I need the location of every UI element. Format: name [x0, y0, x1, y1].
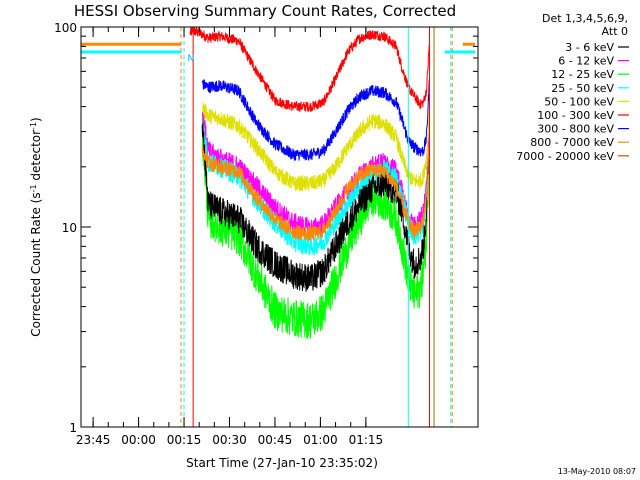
legend-header-1: Att 0	[602, 25, 628, 38]
legend-header-0: Det 1,3,4,5,6,9,	[542, 12, 628, 25]
legend-label-4: 50 - 100 keV	[544, 95, 614, 108]
x-tick-label-4: 00:45	[258, 433, 293, 447]
legend-label-7: 800 - 7000 keV	[530, 136, 614, 149]
legend-label-1: 6 - 12 keV	[558, 55, 614, 68]
series-50-100kev	[201, 102, 430, 192]
y-tick-label-1: 10	[62, 221, 77, 235]
x-tick-label-6: 01:15	[349, 433, 384, 447]
plot-area: N	[81, 27, 475, 427]
y-tick-label-2: 100	[54, 21, 77, 35]
x-tick-label-0: 23:45	[76, 433, 111, 447]
x-tick-label-1: 00:00	[121, 433, 156, 447]
x-tick-label-3: 00:30	[212, 433, 247, 447]
annotation-n: N	[188, 54, 195, 64]
y-tick-label-0: 1	[69, 421, 77, 435]
series-800-7000kev	[201, 132, 430, 242]
legend-label-6: 300 - 800 keV	[537, 123, 614, 136]
series-12-25kev	[201, 117, 430, 339]
x-axis-label: Start Time (27-Jan-10 23:35:02)	[186, 456, 378, 470]
legend-label-0: 3 - 6 keV	[565, 41, 614, 54]
x-tick-label-5: 01:00	[303, 433, 338, 447]
legend-label-2: 12 - 25 keV	[551, 68, 614, 81]
axes: 1 10 100 23:45 00:00 00:15 00:30 00:45 01:00 01:1…	[54, 21, 479, 447]
x-tick-label-2: 00:15	[167, 433, 202, 447]
ylabel-main: Corrected Count Rate (s	[29, 192, 43, 336]
legend-label-3: 25 - 50 keV	[551, 82, 614, 95]
ylabel-mid: detector	[29, 130, 43, 185]
timestamp: 13-May-2010 08:07	[558, 467, 636, 476]
legend-label-8: 7000 - 20000 keV	[516, 150, 614, 163]
chart-title: HESSI Observing Summary Count Rates, Cor…	[74, 2, 456, 20]
series-6-12kev	[201, 112, 430, 239]
series-300-800kev	[201, 79, 430, 161]
series-100-300kev	[189, 27, 430, 112]
ylabel-sup1: -1	[29, 184, 38, 192]
ylabel-sup2: -1	[29, 122, 38, 130]
y-axis-label: Corrected Count Rate (s-1 detector-1)	[29, 117, 43, 336]
ylabel-end: )	[29, 117, 43, 122]
series-3-6kev	[201, 123, 430, 292]
legend-label-5: 100 - 300 keV	[537, 109, 614, 122]
